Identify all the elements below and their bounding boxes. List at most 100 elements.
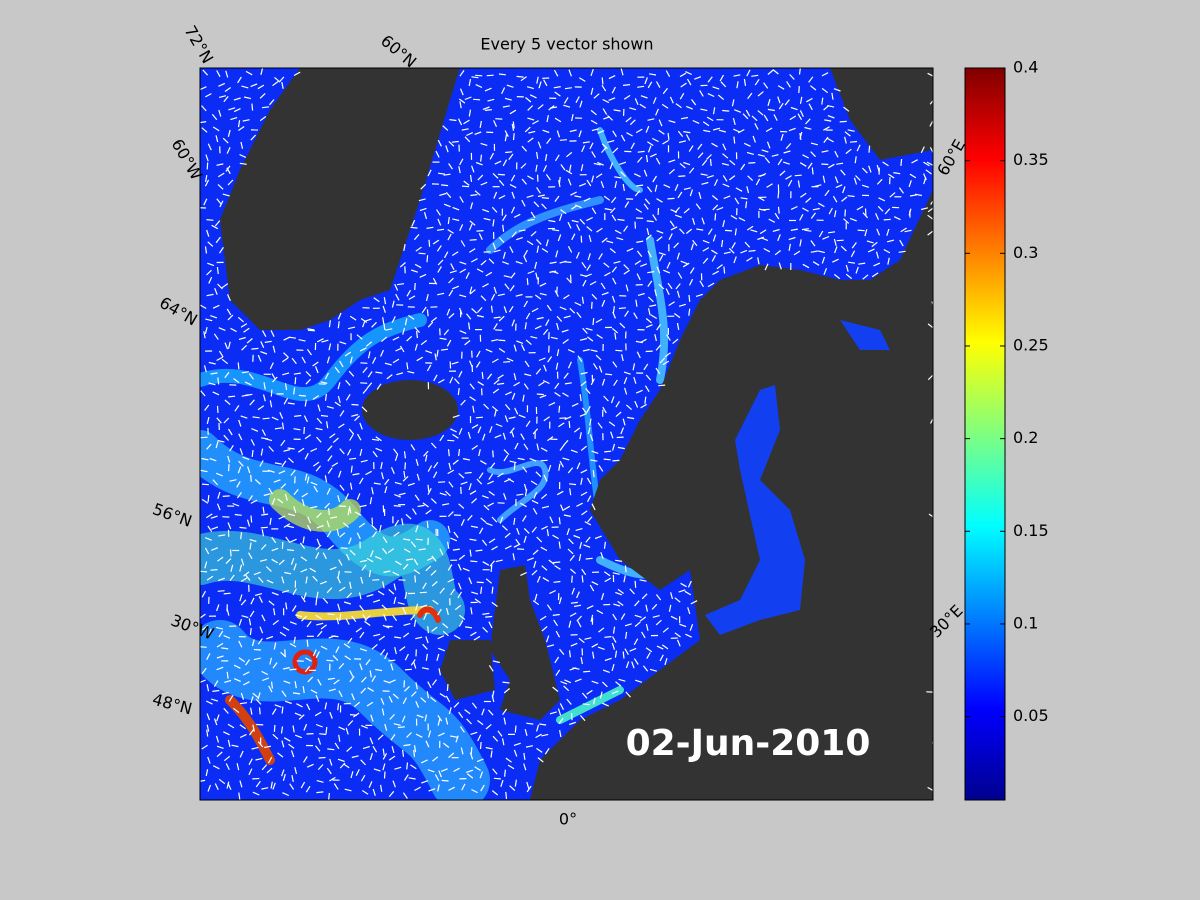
vector [377,590,385,596]
vector [674,207,680,214]
vector [658,254,664,262]
vector [505,151,513,154]
vector [468,109,472,117]
vector [573,534,581,539]
vector [931,301,933,306]
vector [608,75,616,80]
vector [459,101,462,109]
vector [504,283,510,290]
vector [410,226,418,229]
vector [436,209,441,216]
vector [513,344,517,352]
vector [379,524,382,533]
vector [526,781,530,789]
vector [239,153,247,158]
vector [404,668,412,671]
vector [206,713,211,721]
vector [238,618,243,626]
vector [700,173,708,176]
vector [555,362,559,370]
vector [406,335,413,342]
vector [278,559,285,566]
vector [688,308,691,316]
vector [428,730,432,738]
vector [920,146,925,154]
vector [282,372,290,376]
vector [224,342,229,350]
vector [239,526,247,529]
vector [205,174,208,183]
vector [304,399,307,407]
vector [537,104,544,110]
vector [216,655,224,659]
vector [362,367,368,374]
vector [406,289,412,297]
vector [696,228,704,231]
vector [394,766,402,770]
vector [511,191,515,199]
vector [441,348,449,351]
vector [281,706,284,714]
vector [712,107,716,115]
vector [333,679,340,685]
vector [283,448,291,452]
vector [732,117,736,126]
vector [604,657,612,662]
vector [250,515,253,523]
vector [535,733,542,739]
colorbar-tick-label: 0.35 [1013,150,1049,169]
vector [240,599,247,606]
vector [658,283,665,290]
vector [564,382,572,385]
vector [301,499,305,507]
vector [356,334,363,340]
vector [908,180,912,188]
vector [850,250,856,258]
vector [540,459,548,462]
vector [579,715,586,722]
vector [344,351,352,357]
vector [274,427,282,430]
vector [562,457,570,461]
vector [302,686,305,694]
vector [449,270,457,274]
vector [491,206,498,213]
vector [639,579,647,582]
graticule-labels: 72°N 60°N 60°W 64°N 56°N 30°W 48°N 0° 60… [150,22,969,828]
vector [684,590,692,596]
vector [223,592,231,595]
vector [625,116,632,123]
vector [458,503,465,509]
vector [381,472,384,480]
vector [236,491,242,499]
vector [326,356,330,364]
vector [293,489,299,496]
vector [509,785,516,791]
vector [640,338,647,344]
vector [546,604,552,611]
vector [595,173,603,179]
vector [430,696,437,703]
vector [886,239,895,243]
vector [475,84,483,89]
vector [817,250,825,254]
graticule-label: 48°N [150,690,194,719]
vector [280,483,287,489]
vector [554,154,560,162]
vector [201,483,209,486]
vector [281,460,287,467]
vector [294,377,297,385]
vector [548,402,556,407]
vector [900,158,903,166]
vector [445,145,449,153]
vector [634,98,639,106]
vector [623,371,631,375]
vector [822,175,826,183]
vector [284,571,292,575]
vector [569,307,576,314]
vector [875,251,879,259]
vector [521,178,527,185]
vector [547,644,555,648]
vector [425,293,429,302]
vector [343,601,351,605]
